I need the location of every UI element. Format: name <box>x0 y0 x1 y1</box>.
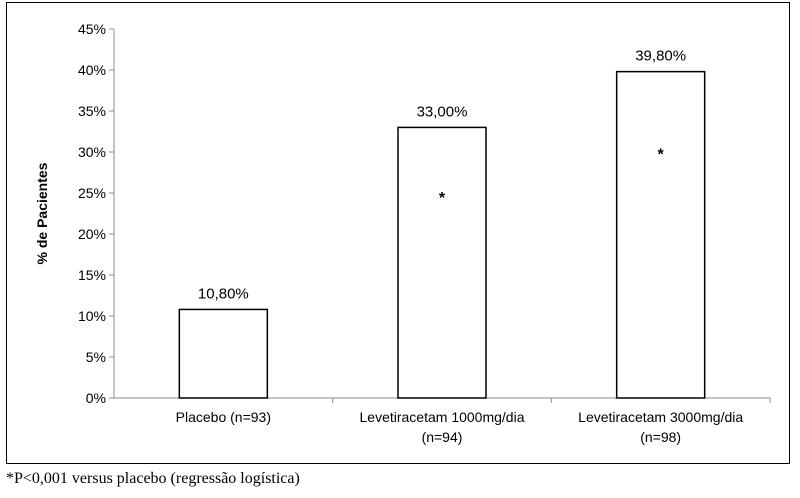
y-tick-label: 35% <box>78 103 106 119</box>
category-label: (n=94) <box>422 429 463 445</box>
data-label: 33,00% <box>417 103 468 120</box>
y-tick-label: 45% <box>78 21 106 37</box>
y-tick-label: 40% <box>78 62 106 78</box>
footnote: *P<0,001 versus placebo (regressão logís… <box>6 470 300 487</box>
category-label: (n=98) <box>640 429 681 445</box>
y-tick-label: 15% <box>78 267 106 283</box>
category-label: Levetiracetam 3000mg/dia <box>578 409 743 425</box>
data-label: 39,80% <box>635 48 686 65</box>
y-axis-title: % de Pacientes <box>34 162 50 264</box>
y-tick-label: 10% <box>78 308 106 324</box>
bar <box>178 308 269 399</box>
y-tick-label: 25% <box>78 185 106 201</box>
y-tick-label: 5% <box>86 349 106 365</box>
data-label: 10,80% <box>198 285 249 302</box>
y-tick-label: 20% <box>78 226 106 242</box>
y-tick-label: 0% <box>86 390 106 406</box>
significance-marker: * <box>658 146 665 163</box>
bar <box>397 126 487 399</box>
bar <box>615 70 706 399</box>
category-label: Placebo (n=93) <box>176 409 271 425</box>
bar-chart: 0% 5% 10% 15% 20% 25% 30% 35% 40% 45% % de Pacient… <box>34 21 771 445</box>
y-tick-label: 30% <box>78 144 106 160</box>
significance-marker: * <box>439 190 446 207</box>
category-label: Levetiracetam 1000mg/dia <box>360 409 525 425</box>
